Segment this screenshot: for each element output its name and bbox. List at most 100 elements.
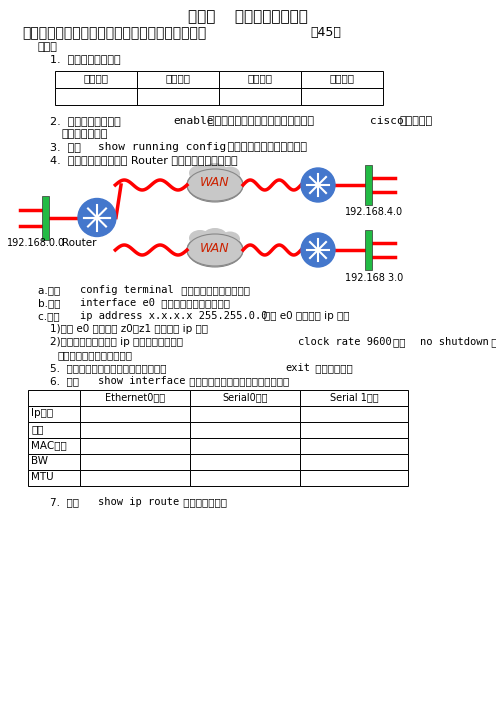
- Text: 网络地址: 网络地址: [166, 73, 190, 83]
- Text: cisco: cisco: [370, 116, 404, 126]
- Bar: [28, 406, 80, 422]
- Ellipse shape: [224, 245, 242, 259]
- Bar: [80, 470, 190, 486]
- Text: 3.  运行: 3. 运行: [50, 142, 84, 152]
- Text: ，给 e0 接口配置 ip 地址: ，给 e0 接口配置 ip 地址: [264, 311, 350, 321]
- Bar: [219, 71, 301, 88]
- Text: 命令逐级退出: 命令逐级退出: [312, 363, 353, 373]
- Text: 依据网络拓扑配置相应的路由器的接口及路由协议: 依据网络拓扑配置相应的路由器的接口及路由协议: [22, 26, 206, 40]
- Text: 7.  运行: 7. 运行: [50, 497, 82, 507]
- Bar: [300, 390, 408, 406]
- Bar: [300, 438, 408, 454]
- Text: MAC地址: MAC地址: [31, 440, 67, 450]
- Bar: [300, 406, 408, 422]
- Text: 192.168.0.0: 192.168.0.0: [7, 237, 65, 248]
- Bar: [300, 454, 408, 470]
- Text: （45）: （45）: [310, 26, 341, 39]
- Bar: [28, 438, 80, 454]
- Text: c.运行: c.运行: [38, 311, 63, 321]
- Text: no shutdown: no shutdown: [420, 337, 489, 347]
- Text: BW: BW: [31, 456, 48, 466]
- Bar: [80, 390, 190, 406]
- Text: 步骤：: 步骤：: [38, 42, 58, 52]
- Text: exit: exit: [285, 363, 310, 373]
- Bar: [28, 390, 80, 406]
- Text: 2.  在超级终端上运行: 2. 在超级终端上运行: [50, 116, 124, 126]
- Text: 5.  退出配置模式，回到特权模式，使用: 5. 退出配置模式，回到特权模式，使用: [50, 363, 170, 373]
- Bar: [301, 88, 383, 105]
- Text: MTU: MTU: [31, 472, 54, 482]
- Text: 命令，进入全局配置模式: 命令，进入全局配置模式: [178, 285, 250, 295]
- Text: a.运行: a.运行: [38, 285, 63, 295]
- Circle shape: [301, 233, 335, 267]
- Text: 条命令，保证串口成功启动: 条命令，保证串口成功启动: [58, 350, 133, 360]
- Bar: [80, 406, 190, 422]
- Text: 2)在给每个串口配置完 ip 地址以后，要运行: 2)在给每个串口配置完 ip 地址以后，要运行: [50, 337, 186, 347]
- Text: ip address x.x.x.x 255.255.0.0: ip address x.x.x.x 255.255.0.0: [80, 311, 267, 321]
- Text: Ip地址: Ip地址: [31, 408, 53, 418]
- Text: Serial 1接口: Serial 1接口: [330, 392, 378, 402]
- Text: 1.  进行本机网络配置: 1. 进行本机网络配置: [50, 54, 121, 64]
- Text: Router: Router: [62, 237, 97, 248]
- Text: clock rate 9600: clock rate 9600: [298, 337, 392, 347]
- Ellipse shape: [224, 180, 242, 194]
- Bar: [190, 454, 300, 470]
- Text: Serial0接口: Serial0接口: [222, 392, 268, 402]
- Ellipse shape: [220, 166, 240, 182]
- Text: 192.168 3.0: 192.168 3.0: [345, 273, 403, 283]
- Ellipse shape: [189, 165, 211, 181]
- Circle shape: [301, 168, 335, 202]
- Bar: [190, 406, 300, 422]
- Bar: [28, 470, 80, 486]
- Text: 提示符的变化）: 提示符的变化）: [62, 129, 108, 139]
- Text: show interface: show interface: [98, 376, 186, 386]
- Text: 两: 两: [488, 337, 496, 347]
- Text: config terminal: config terminal: [80, 285, 174, 295]
- Text: ，进入特权模式，在密码提示时输入: ，进入特权模式，在密码提示时输入: [208, 116, 317, 126]
- Text: 命令，查看各个接口状态及配置信息: 命令，查看各个接口状态及配置信息: [186, 376, 289, 386]
- Bar: [190, 470, 300, 486]
- Text: 网络掩码: 网络掩码: [248, 73, 272, 83]
- Text: b.运行: b.运行: [38, 298, 64, 308]
- Ellipse shape: [189, 230, 211, 246]
- Text: Ethernet0接口: Ethernet0接口: [105, 392, 165, 402]
- Text: ，和: ，和: [393, 337, 409, 347]
- Bar: [80, 454, 190, 470]
- Bar: [300, 422, 408, 438]
- Bar: [300, 470, 408, 486]
- Text: 4.  按照如下拓扑图配置 Router 的各接口地址及掩码：: 4. 按照如下拓扑图配置 Router 的各接口地址及掩码：: [50, 155, 238, 165]
- Text: 本机地址: 本机地址: [83, 73, 109, 83]
- Bar: [55, 88, 137, 105]
- Ellipse shape: [187, 233, 243, 267]
- Text: 6.  运行: 6. 运行: [50, 376, 82, 386]
- Bar: [365, 230, 372, 270]
- Ellipse shape: [188, 245, 206, 259]
- Bar: [219, 88, 301, 105]
- Bar: [190, 422, 300, 438]
- Bar: [80, 438, 190, 454]
- Text: show running config: show running config: [98, 142, 226, 152]
- Text: WAN: WAN: [200, 241, 230, 255]
- Bar: [190, 390, 300, 406]
- Text: 命令，进入接口配置模式: 命令，进入接口配置模式: [158, 298, 230, 308]
- Text: WAN: WAN: [200, 176, 230, 190]
- Ellipse shape: [203, 163, 227, 179]
- Text: 默认网关: 默认网关: [329, 73, 355, 83]
- Text: 掩码: 掩码: [31, 424, 44, 434]
- Text: （注意此时: （注意此时: [400, 116, 433, 126]
- Ellipse shape: [220, 232, 240, 246]
- Text: enable: enable: [173, 116, 213, 126]
- Bar: [80, 422, 190, 438]
- Text: 实验一    路由器的基本配置: 实验一 路由器的基本配置: [188, 9, 308, 24]
- Text: 查看路由表信息: 查看路由表信息: [180, 497, 227, 507]
- Text: show ip route: show ip route: [98, 497, 179, 507]
- Bar: [137, 71, 219, 88]
- Bar: [137, 88, 219, 105]
- Bar: [365, 165, 372, 205]
- Circle shape: [78, 199, 116, 237]
- Bar: [55, 71, 137, 88]
- Bar: [301, 71, 383, 88]
- Bar: [42, 195, 49, 239]
- Text: 192.168.4.0: 192.168.4.0: [345, 207, 403, 217]
- Bar: [28, 454, 80, 470]
